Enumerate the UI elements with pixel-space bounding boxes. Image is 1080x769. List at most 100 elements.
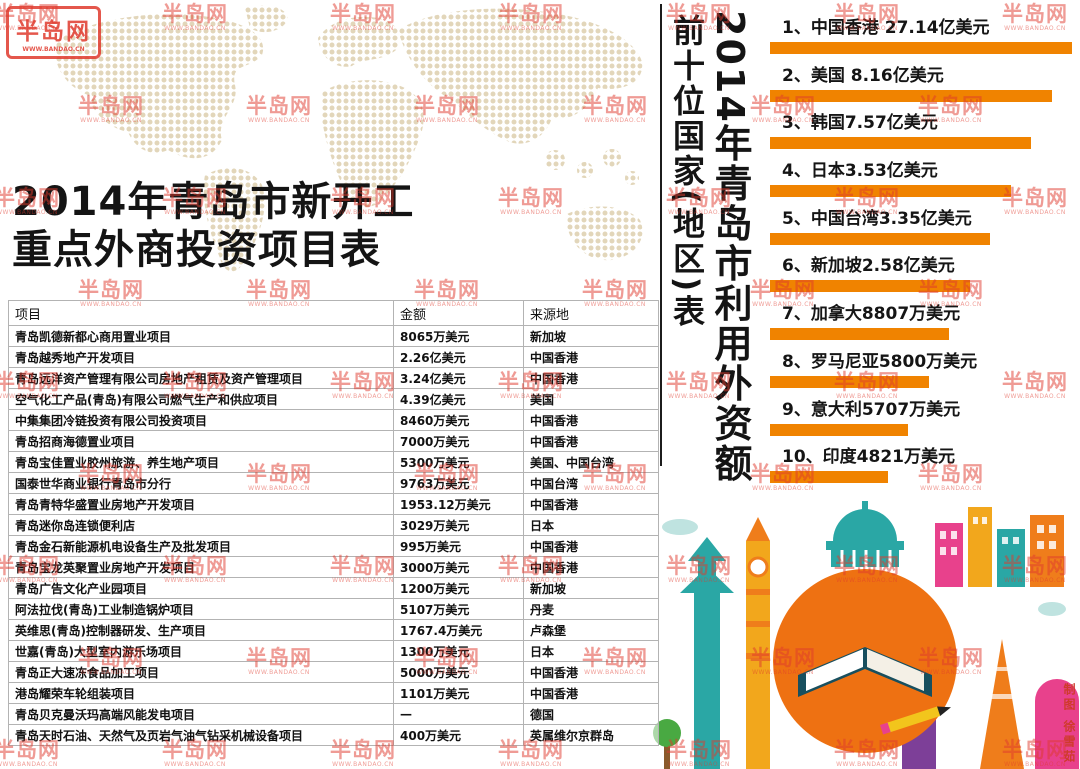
project-cell: 青岛正大速冻食品加工项目 — [8, 661, 394, 683]
table-body: 青岛凯德新都心商用置业项目 8065万美元 新加坡 青岛越秀地产开发项目 2.26亿美元… — [8, 325, 659, 746]
origin-cell: 丹麦 — [523, 598, 659, 620]
origin-cell: 中国香港 — [523, 493, 659, 515]
origin-cell: 中国香港 — [523, 535, 659, 557]
table-row: 青岛远洋资产管理有限公司房地产租赁及资产管理项目 3.24亿美元 中国香港 — [8, 367, 659, 389]
rank-bar — [770, 328, 949, 341]
world-map — [54, 5, 643, 272]
ranking-title: 2014年青岛市利用外资额 — [708, 10, 752, 484]
dome-tower-icon — [1035, 679, 1079, 769]
rank-item: 4、日本3.53亿美元 — [770, 159, 1080, 207]
amount-cell: 3000万美元 — [393, 556, 524, 578]
project-cell: 青岛宝佳置业胶州旅游、养生地产项目 — [8, 451, 394, 473]
amount-cell: — — [393, 703, 524, 725]
table-header: 项目 金额 来源地 — [8, 300, 659, 326]
rank-item: 10、印度4821万美元 — [770, 445, 1080, 493]
project-cell: 港岛耀荣车轮组装项目 — [8, 682, 394, 704]
table-row: 中集集团冷链投资有限公司投资项目 8460万美元 中国香港 — [8, 409, 659, 431]
rank-item: 5、中国台湾3.35亿美元 — [770, 207, 1080, 255]
rank-item: 3、韩国7.57亿美元 — [770, 111, 1080, 159]
origin-cell: 卢森堡 — [523, 619, 659, 641]
amount-cell: 1953.12万美元 — [393, 493, 524, 515]
rank-label: 6、新加坡2.58亿美元 — [782, 256, 955, 277]
origin-cell: 德国 — [523, 703, 659, 725]
rank-bar — [770, 232, 990, 245]
origin-cell: 中国台湾 — [523, 472, 659, 494]
table-row: 空气化工产品(青岛)有限公司燃气生产和供应项目 4.39亿美元 美国 — [8, 388, 659, 410]
tree-icon — [653, 719, 681, 769]
book-circle-icon — [773, 569, 957, 753]
origin-cell: 中国香港 — [523, 430, 659, 452]
rank-label: 4、日本3.53亿美元 — [782, 161, 938, 182]
table-row: 英维思(青岛)控制器研发、生产项目 1767.4万美元 卢森堡 — [8, 619, 659, 641]
rank-bar — [770, 375, 929, 388]
table-row: 青岛天时石油、天然气及页岩气油气钻采机械设备项目 400万美元 英属维尔京群岛 — [8, 724, 659, 746]
bandao-logo-text: 半岛网 — [16, 19, 91, 45]
project-cell: 青岛贝克曼沃玛高端风能发电项目 — [8, 703, 394, 725]
rank-label: 8、罗马尼亚5800万美元 — [782, 351, 978, 372]
rank-item: 7、加拿大8807万美元 — [770, 302, 1080, 350]
project-cell: 青岛青特华盛置业房地产开发项目 — [8, 493, 394, 515]
lattice-tower-icon — [980, 639, 1024, 769]
origin-cell: 中国香港 — [523, 682, 659, 704]
rank-item: 6、新加坡2.58亿美元 — [770, 254, 1080, 302]
rank-label: 9、意大利5707万美元 — [782, 399, 961, 420]
page-title: 2014年青岛市新开工 重点外商投资项目表 — [12, 178, 414, 274]
project-cell: 青岛宝龙英聚置业房地产开发项目 — [8, 556, 394, 578]
pagoda-icon — [680, 537, 734, 769]
table-row: 国泰世华商业银行青岛市分行 9763万美元 中国台湾 — [8, 472, 659, 494]
table-row: 青岛贝克曼沃玛高端风能发电项目 — 德国 — [8, 703, 659, 725]
skyline-buildings — [935, 507, 1064, 587]
rank-label: 5、中国台湾3.35亿美元 — [782, 208, 972, 229]
origin-cell: 新加坡 — [523, 325, 659, 347]
project-cell: 青岛迷你岛连锁便利店 — [8, 514, 394, 536]
project-cell: 英维思(青岛)控制器研发、生产项目 — [8, 619, 394, 641]
amount-cell: 1200万美元 — [393, 577, 524, 599]
rank-bar — [770, 89, 1052, 102]
table-row: 青岛越秀地产开发项目 2.26亿美元 中国香港 — [8, 346, 659, 368]
rank-item: 8、罗马尼亚5800万美元 — [770, 350, 1080, 398]
rank-bar — [770, 423, 908, 436]
amount-cell: 7000万美元 — [393, 430, 524, 452]
table-row: 青岛宝佳置业胶州旅游、养生地产项目 5300万美元 美国、中国台湾 — [8, 451, 659, 473]
table-row: 青岛正大速冻食品加工项目 5000万美元 中国香港 — [8, 661, 659, 683]
amount-cell: 995万美元 — [393, 535, 524, 557]
col-header-origin: 来源地 — [523, 300, 659, 326]
ranking-list: 1、中国香港 27.14亿美元 2、美国 8.16亿美元 3、韩国7.57亿美元 4、… — [770, 16, 1080, 493]
rank-bar — [770, 42, 1072, 54]
city-illustration — [653, 501, 1079, 769]
amount-cell: 3.24亿美元 — [393, 367, 524, 389]
origin-cell: 日本 — [523, 640, 659, 662]
dome-building-icon — [826, 501, 904, 567]
table-row: 青岛青特华盛置业房地产开发项目 1953.12万美元 中国香港 — [8, 493, 659, 515]
amount-cell: 1300万美元 — [393, 640, 524, 662]
amount-cell: 5300万美元 — [393, 451, 524, 473]
projects-table: 项目 金额 来源地 青岛凯德新都心商用置业项目 8065万美元 新加坡 青岛越秀地产开… — [8, 300, 659, 746]
table-row: 青岛金石新能源机电设备生产及批发项目 995万美元 中国香港 — [8, 535, 659, 557]
col-header-amount: 金额 — [393, 300, 524, 326]
table-row: 世嘉(青岛)大型室内游乐场项目 1300万美元 日本 — [8, 640, 659, 662]
rank-bar — [770, 185, 1011, 198]
amount-cell: 5000万美元 — [393, 661, 524, 683]
bandao-logo-url: WWW.BANDAO.CN — [22, 46, 85, 53]
table-row: 青岛宝龙英聚置业房地产开发项目 3000万美元 中国香港 — [8, 556, 659, 578]
rank-bar — [770, 280, 970, 293]
origin-cell: 中国香港 — [523, 367, 659, 389]
credit: 制图 徐雪茹 — [1062, 682, 1076, 765]
pencil-icon — [880, 706, 951, 735]
rank-item: 2、美国 8.16亿美元 — [770, 64, 1080, 112]
project-cell: 中集集团冷链投资有限公司投资项目 — [8, 409, 394, 431]
table-row: 青岛迷你岛连锁便利店 3029万美元 日本 — [8, 514, 659, 536]
rank-label: 1、中国香港 27.14亿美元 — [782, 18, 990, 38]
rank-label: 3、韩国7.57亿美元 — [782, 113, 938, 134]
rank-item: 9、意大利5707万美元 — [770, 398, 1080, 446]
origin-cell: 中国香港 — [523, 661, 659, 683]
amount-cell: 9763万美元 — [393, 472, 524, 494]
amount-cell: 2.26亿美元 — [393, 346, 524, 368]
amount-cell: 8065万美元 — [393, 325, 524, 347]
amount-cell: 5107万美元 — [393, 598, 524, 620]
rank-label: 7、加拿大8807万美元 — [782, 304, 961, 325]
table-row: 青岛广告文化产业园项目 1200万美元 新加坡 — [8, 577, 659, 599]
page-title-line1: 2014年青岛市新开工 — [12, 179, 415, 225]
ranking-subtitle: 前十位国家(地区)表 — [668, 14, 706, 330]
